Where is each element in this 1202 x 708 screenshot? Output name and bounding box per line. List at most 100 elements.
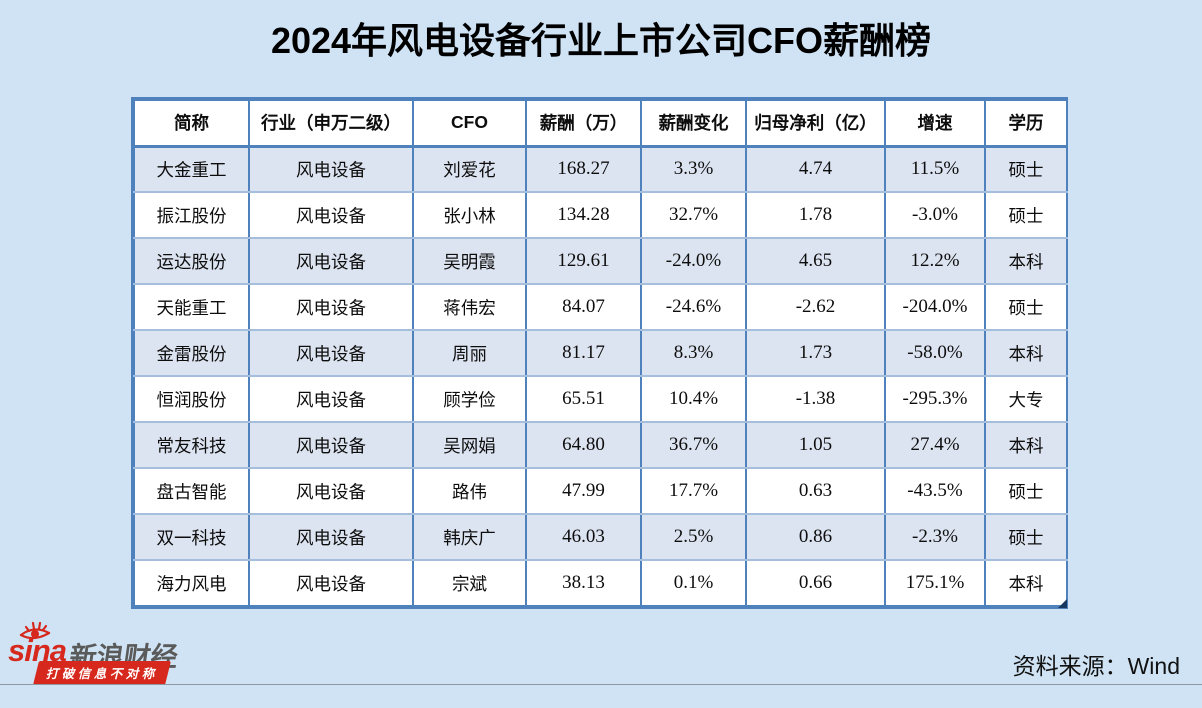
table-cell: 恒润股份 <box>133 375 250 423</box>
table-cell: 12.2% <box>884 237 986 285</box>
column-header: 归母净利（亿） <box>745 99 886 148</box>
column-header: 薪酬变化 <box>640 99 747 148</box>
table-cell: 顾学俭 <box>412 375 527 423</box>
table-cell: 3.3% <box>640 145 747 193</box>
table-cell: 周丽 <box>412 329 527 377</box>
table-cell: 硕士 <box>984 283 1068 331</box>
table-row: 海力风电 风电设备 宗斌 38.13 0.1% 0.66 175.1% 本科 <box>133 559 1068 607</box>
table-header-row: 简称 行业（申万二级） CFO 薪酬（万） 薪酬变化 归母净利（亿） 增速 学历 <box>133 99 1068 148</box>
table-cell: 吴明霞 <box>412 237 527 285</box>
table-cell: 本科 <box>984 237 1068 285</box>
table-cell: 常友科技 <box>133 421 250 469</box>
column-header: CFO <box>412 99 527 148</box>
table-cell: 风电设备 <box>248 329 414 377</box>
table-row: 常友科技 风电设备 吴网娟 64.80 36.7% 1.05 27.4% 本科 <box>133 421 1068 469</box>
table-cell: 刘爱花 <box>412 145 527 193</box>
table-cell: 宗斌 <box>412 559 527 607</box>
table-cell: 路伟 <box>412 467 527 515</box>
table-cell: 振江股份 <box>133 191 250 239</box>
table-cell: 2.5% <box>640 513 747 561</box>
table-cell: -24.6% <box>640 283 747 331</box>
table-cell: 硕士 <box>984 145 1068 193</box>
table-cell: 175.1% <box>884 559 986 607</box>
table-cell: 1.05 <box>745 421 886 469</box>
table-cell: 本科 <box>984 421 1068 469</box>
table-cell: 硕士 <box>984 467 1068 515</box>
data-source-label: 资料来源：Wind <box>1012 653 1180 679</box>
table-cell: 硕士 <box>984 513 1068 561</box>
column-header: 简称 <box>133 99 250 148</box>
table-cell: 17.7% <box>640 467 747 515</box>
table-cell: 46.03 <box>525 513 642 561</box>
table-cell: 0.86 <box>745 513 886 561</box>
table-row: 天能重工 风电设备 蒋伟宏 84.07 -24.6% -2.62 -204.0% 硕士 <box>133 283 1068 331</box>
table-body: 大金重工 风电设备 刘爱花 168.27 3.3% 4.74 11.5% 硕士 振江股份 风电设备… <box>133 145 1068 607</box>
table-cell: 风电设备 <box>248 283 414 331</box>
table-cell: 硕士 <box>984 191 1068 239</box>
table-cell: 吴网娟 <box>412 421 527 469</box>
table-cell: 天能重工 <box>133 283 250 331</box>
table-cell: 风电设备 <box>248 467 414 515</box>
table-cell: 1.73 <box>745 329 886 377</box>
table-cell: 本科 <box>984 559 1068 607</box>
table-cell: 双一科技 <box>133 513 250 561</box>
table-cell: 韩庆广 <box>412 513 527 561</box>
table-cell: -2.3% <box>884 513 986 561</box>
table-cell: 盘古智能 <box>133 467 250 515</box>
table-cell: 47.99 <box>525 467 642 515</box>
table-row: 振江股份 风电设备 张小林 134.28 32.7% 1.78 -3.0% 硕士 <box>133 191 1068 239</box>
table-cell: 风电设备 <box>248 237 414 285</box>
table-cell: -204.0% <box>884 283 986 331</box>
table-cell: 64.80 <box>525 421 642 469</box>
table-cell: 风电设备 <box>248 145 414 193</box>
table-cell: -43.5% <box>884 467 986 515</box>
table-row: 金雷股份 风电设备 周丽 81.17 8.3% 1.73 -58.0% 本科 <box>133 329 1068 377</box>
column-header: 学历 <box>984 99 1068 148</box>
table-cell: 38.13 <box>525 559 642 607</box>
table-cell: 4.74 <box>745 145 886 193</box>
table-cell: 0.1% <box>640 559 747 607</box>
sina-slogan-ribbon: 打破信息不对称 <box>33 661 172 685</box>
table-cell: 11.5% <box>884 145 986 193</box>
table-cell: 81.17 <box>525 329 642 377</box>
table-cell: 风电设备 <box>248 375 414 423</box>
table-cell: 8.3% <box>640 329 747 377</box>
table-cell: 168.27 <box>525 145 642 193</box>
table-cell: 张小林 <box>412 191 527 239</box>
table-cell: 大金重工 <box>133 145 250 193</box>
column-header: 增速 <box>884 99 986 148</box>
page-title: 2024年风电设备行业上市公司CFO薪酬榜 <box>270 20 932 61</box>
table-cell: 风电设备 <box>248 513 414 561</box>
table-cell: 运达股份 <box>133 237 250 285</box>
table-cell: 10.4% <box>640 375 747 423</box>
cfo-table-wrap: 简称 行业（申万二级） CFO 薪酬（万） 薪酬变化 归母净利（亿） 增速 学历 大金重工 风电… <box>131 97 1068 609</box>
sina-eye-icon <box>19 621 51 640</box>
table-cell: 0.63 <box>745 467 886 515</box>
table-cell: 32.7% <box>640 191 747 239</box>
table-cell: 金雷股份 <box>133 329 250 377</box>
table-row: 大金重工 风电设备 刘爱花 168.27 3.3% 4.74 11.5% 硕士 <box>133 145 1068 193</box>
table-cell: -1.38 <box>745 375 886 423</box>
table-cell: -2.62 <box>745 283 886 331</box>
table-cell: 风电设备 <box>248 421 414 469</box>
footer-divider <box>0 684 1202 685</box>
table-cell: -295.3% <box>884 375 986 423</box>
table-row: 盘古智能 风电设备 路伟 47.99 17.7% 0.63 -43.5% 硕士 <box>133 467 1068 515</box>
table-cell: 风电设备 <box>248 191 414 239</box>
table-cell: -24.0% <box>640 237 747 285</box>
table-cell: 4.65 <box>745 237 886 285</box>
table-cell: 84.07 <box>525 283 642 331</box>
table-cell: 134.28 <box>525 191 642 239</box>
table-cell: 蒋伟宏 <box>412 283 527 331</box>
table-cell: 27.4% <box>884 421 986 469</box>
table-cell: 风电设备 <box>248 559 414 607</box>
table-cell: 0.66 <box>745 559 886 607</box>
column-header: 行业（申万二级） <box>248 99 414 148</box>
table-cell: -58.0% <box>884 329 986 377</box>
cfo-salary-table: 简称 行业（申万二级） CFO 薪酬（万） 薪酬变化 归母净利（亿） 增速 学历 大金重工 风电… <box>133 99 1068 607</box>
table-cell: 本科 <box>984 329 1068 377</box>
table-cell: 1.78 <box>745 191 886 239</box>
table-row: 恒润股份 风电设备 顾学俭 65.51 10.4% -1.38 -295.3% 大专 <box>133 375 1068 423</box>
table-cell: 36.7% <box>640 421 747 469</box>
